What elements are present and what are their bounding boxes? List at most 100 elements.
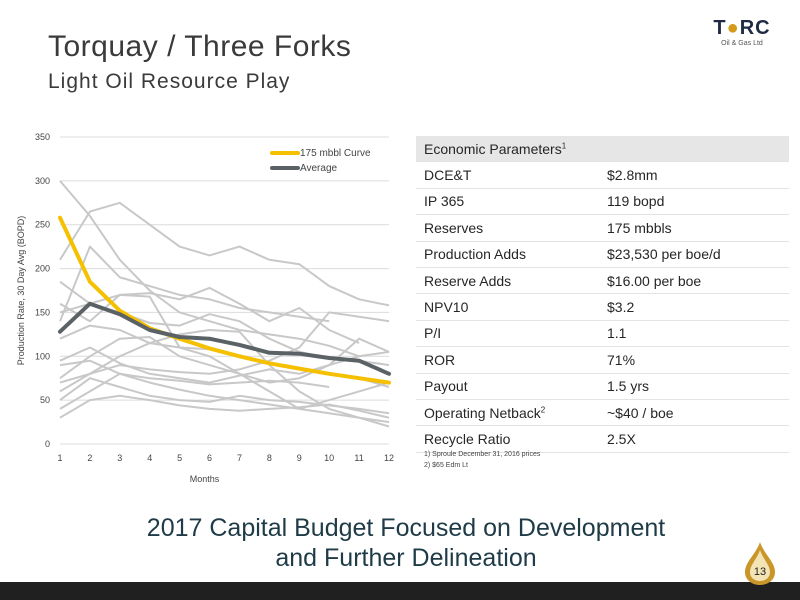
param-label: DCE&T <box>416 161 599 189</box>
x-tick-label: 4 <box>147 453 152 463</box>
param-label-text: NPV10 <box>424 299 469 316</box>
table-row: ROR 71% <box>416 346 789 374</box>
y-tick-label: 50 <box>40 395 50 405</box>
x-tick-label: 10 <box>324 453 334 463</box>
table-header-note: 1 <box>561 141 567 151</box>
param-label-text: ROR <box>424 351 456 368</box>
param-value: 1.1 <box>599 320 789 348</box>
well-series-line <box>59 336 390 384</box>
table-row: DCE&T $2.8mm <box>416 161 789 189</box>
well-series-line <box>59 180 360 358</box>
param-label: Reserve Adds <box>416 267 599 295</box>
param-label-text: Operating Netback <box>424 404 541 421</box>
param-value: 119 bopd <box>599 188 789 216</box>
param-label: Production Adds <box>416 241 599 268</box>
table-row: Payout 1.5 yrs <box>416 373 789 400</box>
x-tick-label: 6 <box>207 453 212 463</box>
param-label: Payout <box>416 373 599 400</box>
y-axis-label: Production Rate, 30 Day Avg (BOPD) <box>16 216 26 365</box>
y-tick-label: 150 <box>35 307 50 317</box>
table-row: IP 365 119 bopd <box>416 188 789 216</box>
logo-wordmark: T●RC <box>713 17 771 39</box>
param-value: $23,530 per boe/d <box>599 241 789 268</box>
param-value: $3.2 <box>599 293 789 321</box>
y-tick-label: 100 <box>35 351 50 361</box>
footnotes: 1) Sproule December 31, 2016 prices 2) $… <box>424 449 540 471</box>
slide-subtitle: Light Oil Resource Play <box>48 70 291 93</box>
legend-label: Average <box>300 163 338 174</box>
table-row: NPV10 $3.2 <box>416 293 789 321</box>
param-value: $2.8mm <box>599 161 789 189</box>
y-tick-label: 350 <box>35 132 50 142</box>
x-axis-label: Months <box>190 474 220 484</box>
param-note: 2 <box>540 404 546 414</box>
param-label: Recycle Ratio <box>416 425 599 453</box>
param-label: IP 365 <box>416 188 599 216</box>
param-value: 1.5 yrs <box>599 373 789 400</box>
param-label: NPV10 <box>416 293 599 321</box>
well-series-line <box>59 311 390 393</box>
series-line <box>58 301 391 376</box>
y-tick-label: 250 <box>35 220 50 230</box>
y-tick-label: 0 <box>45 439 50 449</box>
well-series-line <box>59 245 330 323</box>
x-tick-label: 9 <box>297 453 302 463</box>
param-label-text: IP 365 <box>424 193 465 210</box>
param-label-text: P/I <box>424 325 442 342</box>
series-line <box>58 215 391 385</box>
table-row: Reserve Adds $16.00 per boe <box>416 267 789 295</box>
budget-statement: 2017 Capital Budget Focused on Developme… <box>0 513 800 573</box>
budget-line-1: 2017 Capital Budget Focused on Developme… <box>146 514 666 542</box>
param-label-text: Production Adds <box>424 246 526 263</box>
param-label-text: Reserve Adds <box>424 272 512 289</box>
param-label: Reserves <box>416 214 599 242</box>
y-tick-label: 300 <box>35 176 50 186</box>
x-tick-label: 11 <box>354 453 363 463</box>
table-header-cell: Economic Parameters1 <box>416 136 789 163</box>
oil-drop-icon <box>745 542 775 585</box>
logo-tagline: Oil & Gas Ltd <box>721 40 763 47</box>
y-tick-label: 200 <box>35 264 50 274</box>
param-label: ROR <box>416 346 599 374</box>
well-series-line <box>59 201 390 307</box>
x-tick-label: 8 <box>267 453 272 463</box>
param-label: P/I <box>416 320 599 348</box>
footnote-2: 2) $65 Edm Lt <box>424 462 468 469</box>
table-row: Operating Netback2 ~$40 / boe <box>416 399 789 427</box>
x-tick-label: 3 <box>117 453 122 463</box>
param-label-text: DCE&T <box>424 167 472 184</box>
table-row: Reserves 175 mbbls <box>416 214 789 242</box>
param-label-text: Payout <box>424 378 468 395</box>
well-series-line <box>59 293 390 410</box>
x-tick-label: 2 <box>87 453 92 463</box>
footnote-1: 1) Sproule December 31, 2016 prices <box>424 451 541 458</box>
param-value: $16.00 per boe <box>599 267 789 295</box>
param-value: 71% <box>599 346 789 374</box>
param-value: 2.5X <box>599 425 789 453</box>
table-header-label: Economic Parameters <box>424 140 562 157</box>
table-row: Recycle Ratio 2.5X <box>416 425 789 453</box>
param-value: ~$40 / boe <box>599 399 789 427</box>
economic-parameters-table: Economic Parameters1 DCE&T $2.8mm IP 365 11… <box>416 136 789 453</box>
well-series-line <box>59 394 390 419</box>
param-label-text: Reserves <box>424 219 484 236</box>
x-tick-label: 7 <box>237 453 242 463</box>
param-label-text: Recycle Ratio <box>424 430 511 447</box>
well-series-line <box>59 372 330 410</box>
param-value: 175 mbbls <box>599 214 789 242</box>
slide-title: Torquay / Three Forks <box>48 30 352 63</box>
table-row: Production Adds $23,530 per boe/d <box>416 241 789 268</box>
well-series-line <box>59 329 390 428</box>
x-tick-label: 12 <box>384 453 394 463</box>
torc-logo: T●RC Oil & Gas Ltd <box>712 18 772 47</box>
x-tick-label: 1 <box>57 453 62 463</box>
page-number: 13 <box>753 566 767 578</box>
legend-label: 175 mbbl Curve <box>300 148 371 159</box>
table-row: P/I 1.1 <box>416 320 789 348</box>
footer-bar <box>0 582 800 600</box>
budget-line-2: and Further Delineation <box>275 544 537 572</box>
table-header-row: Economic Parameters1 <box>416 136 789 163</box>
well-series-line <box>59 346 390 384</box>
param-label: Operating Netback2 <box>416 399 599 427</box>
